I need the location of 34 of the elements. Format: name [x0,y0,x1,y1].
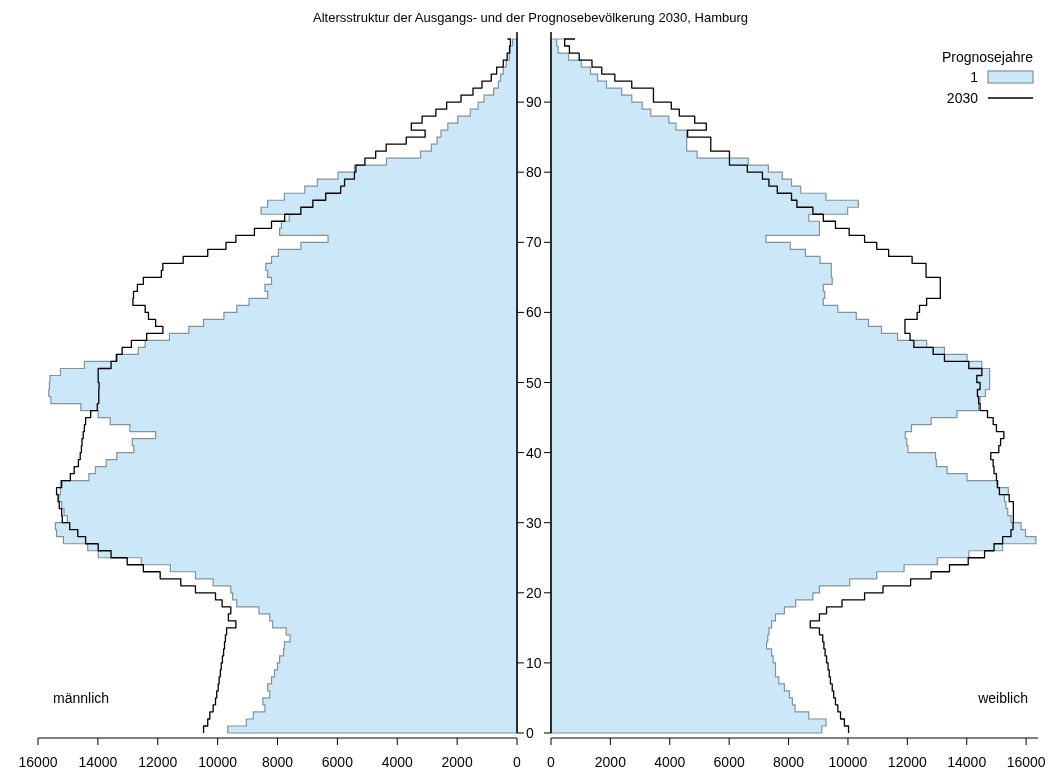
legend-title: Prognosejahre [941,49,1034,65]
x-tick-label: 10000 [828,754,868,770]
x-tick-label: 2000 [594,754,627,770]
annotation: weiblich [977,690,1028,706]
x-tick-label: 6000 [321,754,354,770]
x-tick-label: 12000 [138,754,178,770]
x-tick-label: 8000 [261,754,294,770]
x-tick-label: 4000 [654,754,686,770]
legend-label: 2030 [946,90,979,106]
x-tick-label: 8000 [772,754,805,770]
y-tick-label: 30 [526,514,542,531]
x-tick-label: 12000 [887,754,928,770]
x-tick-label: 16000 [1006,754,1046,770]
y-tick-label: 10 [526,654,542,671]
x-tick-label: 0 [513,754,522,770]
x-tick-label: 4000 [381,754,414,770]
y-tick-label: 40 [526,444,542,461]
x-tick-label: 2000 [441,754,473,770]
y-tick-label: 50 [526,374,542,391]
y-tick-label: 60 [526,304,542,321]
x-tick-label: 10000 [198,754,238,770]
y-tick-label: 20 [526,584,542,601]
x-tick-label: 6000 [713,754,745,770]
x-tick-label: 0 [547,754,556,770]
legend-label: 1 [970,69,979,85]
x-tick-label: 14000 [947,754,987,770]
chart-title: Altersstruktur der Ausgangs- und der Prognosebevölkerung 2030, Hamburg [312,10,749,25]
y-tick-label: 80 [526,164,542,181]
x-tick-label: 16000 [18,754,58,770]
annotation: männlich [53,690,110,706]
y-tick-label: 70 [526,234,542,251]
y-tick-label: 90 [526,94,542,111]
x-tick-label: 14000 [78,754,118,770]
y-tick-label: 0 [526,725,534,741]
